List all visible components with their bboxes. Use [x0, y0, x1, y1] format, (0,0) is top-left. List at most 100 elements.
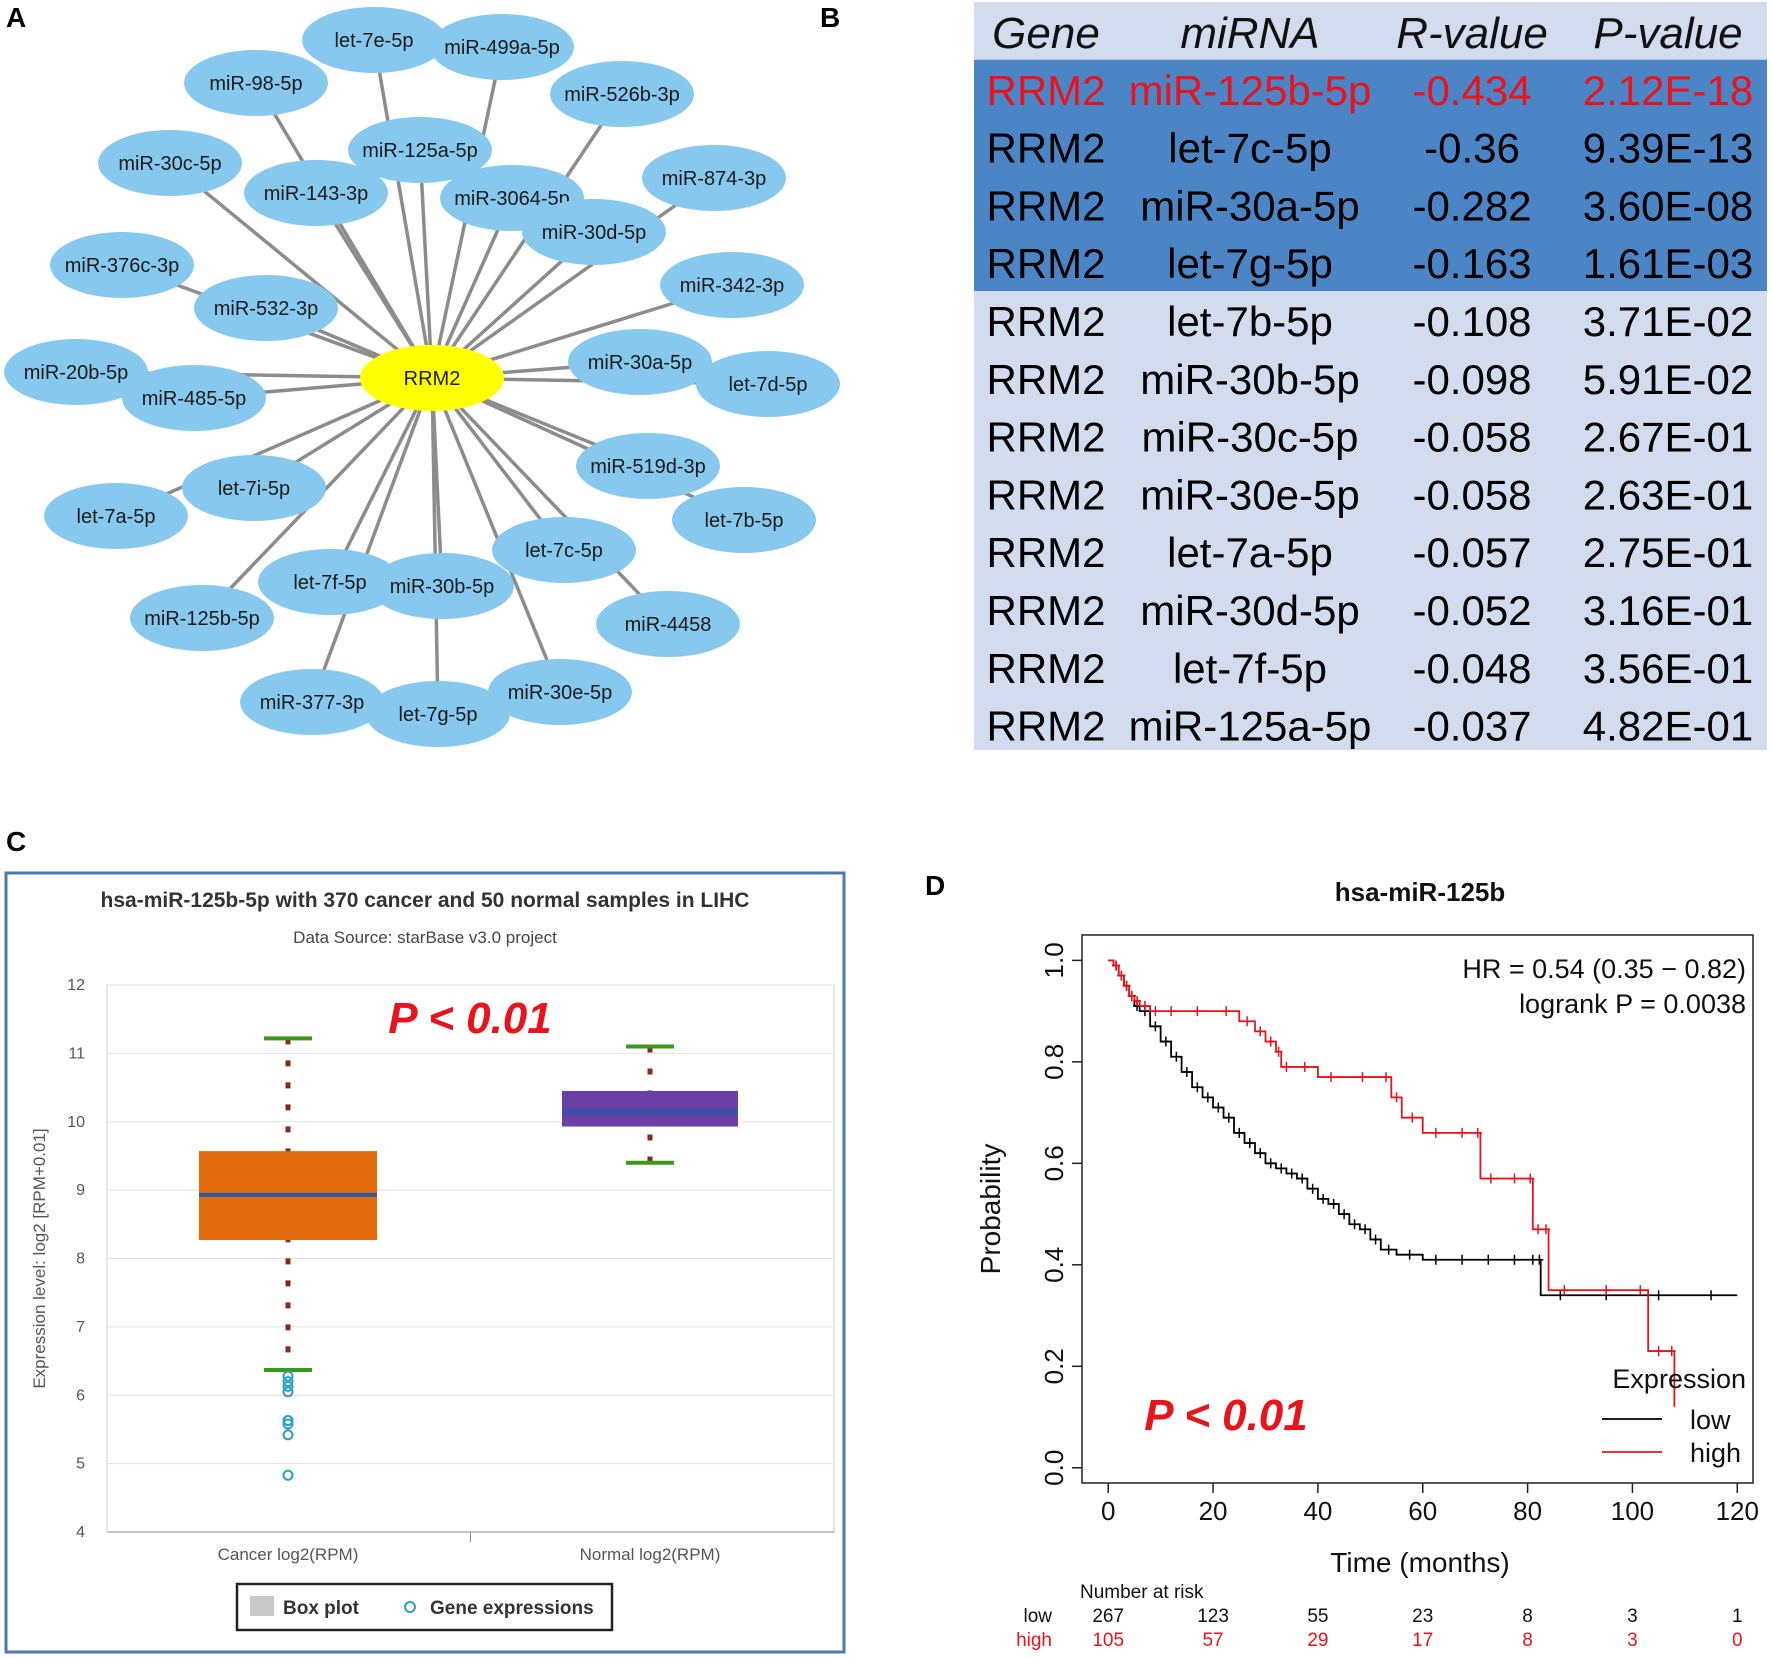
box-body-1 [562, 1090, 738, 1127]
node-label-miR-143-3p: miR-143-3p [264, 183, 368, 205]
km-censor-mark [1266, 1158, 1275, 1169]
box-outlier-point [282, 1418, 294, 1430]
km-xtick-label: 120 [1716, 1496, 1759, 1526]
km-censor-mark [1560, 1285, 1569, 1296]
km-censor-mark [1667, 1346, 1676, 1357]
node-miR-98-5p [184, 50, 328, 116]
table-cell: -0.048 [1412, 645, 1531, 692]
box-outlier-point [282, 1386, 294, 1398]
node-miR-125b-5p [130, 585, 274, 651]
node-let-7d-5p [696, 351, 840, 417]
km-censor-mark [1266, 1036, 1275, 1047]
box-title: hsa-miR-125b-5p with 370 cancer and 50 n… [101, 889, 750, 912]
table-cell: RRM2 [986, 529, 1105, 576]
node-let-7e-5p [302, 7, 446, 73]
table-cell: 2.75E-01 [1583, 529, 1753, 576]
km-ytick-label: 0.2 [1039, 1348, 1069, 1384]
km-xtick-label: 20 [1199, 1496, 1228, 1526]
node-label-let-7d-5p: let-7d-5p [729, 374, 808, 396]
node-miR-30e-5p [488, 659, 632, 725]
table-cell: -0.163 [1412, 240, 1531, 287]
km-censor-mark [1535, 1254, 1544, 1265]
box-pvalue-annotation: P < 0.01 [388, 994, 552, 1043]
km-ylabel: Probability [975, 1144, 1006, 1275]
node-label-miR-30c-5p: miR-30c-5p [118, 153, 221, 175]
km-censor-mark [1224, 1112, 1233, 1123]
km-risk-label-low: low [1023, 1606, 1052, 1627]
table-cell: -0.052 [1412, 587, 1531, 634]
km-censor-mark [1473, 1127, 1482, 1138]
node-label-let-7a-5p: let-7a-5p [77, 506, 156, 528]
km-stat-logrank: logrank P = 0.0038 [1519, 989, 1746, 1019]
table-cell: 5.91E-02 [1583, 356, 1753, 403]
table-cell: RRM2 [986, 240, 1105, 287]
km-censor-mark [1458, 1254, 1467, 1265]
km-censor-mark [1133, 995, 1142, 1006]
km-legend-title: Expression [1612, 1364, 1746, 1394]
table-cell: RRM2 [986, 125, 1105, 172]
km-censor-mark [1222, 1006, 1231, 1017]
node-miR-519d-3p [576, 433, 720, 499]
node-label-miR-532-3p: miR-532-3p [214, 298, 318, 320]
table-cell: RRM2 [986, 703, 1105, 750]
table-cell: RRM2 [986, 471, 1105, 518]
node-label-miR-98-5p: miR-98-5p [209, 73, 302, 95]
edge-8 [430, 176, 716, 380]
table-cell: miR-30e-5p [1140, 471, 1359, 518]
km-risk-low-value: 1 [1732, 1606, 1743, 1627]
km-censor-mark [1405, 1249, 1414, 1260]
box-legend-label-0: Box plot [283, 1598, 360, 1619]
table-cell: 3.60E-08 [1583, 182, 1753, 229]
box-legend-label-1: Gene expressions [430, 1598, 594, 1619]
center-node-label: RRM2 [404, 368, 461, 390]
node-miR-30b-5p [370, 553, 514, 619]
box-outlier-point [282, 1380, 294, 1392]
node-let-7g-5p [366, 681, 510, 747]
km-risk-low-value: 23 [1412, 1606, 1433, 1627]
km-censor-mark [1277, 1163, 1286, 1174]
node-label-let-7b-5p: let-7b-5p [705, 510, 784, 532]
table-cell: let-7c-5p [1168, 125, 1331, 172]
km-line-high [1108, 959, 1676, 1407]
km-censor-mark [1329, 1198, 1338, 1209]
node-miR-526b-3p [550, 61, 694, 127]
km-censor-mark [1382, 1072, 1391, 1083]
km-censor-mark [1510, 1254, 1519, 1265]
km-risk-high-value: 0 [1732, 1630, 1743, 1651]
table-cell: 1.61E-03 [1583, 240, 1753, 287]
km-censor-mark [1526, 1173, 1535, 1184]
edge-22 [328, 377, 434, 583]
node-label-let-7e-5p: let-7e-5p [335, 30, 414, 52]
table-cell: let-7b-5p [1167, 298, 1333, 345]
box-ytick-label: 11 [68, 1045, 85, 1062]
box-ytick-label: 12 [67, 977, 85, 994]
network-nodes: let-7e-5p miR-499a-5p miR-98-5p miR-526b-3p… [4, 7, 840, 747]
km-censor-mark [1245, 1138, 1254, 1149]
box-category-label-0: Cancer log2(RPM) [218, 1545, 359, 1564]
km-ytick-label: 0.0 [1039, 1450, 1069, 1486]
km-censor-mark [1256, 1148, 1265, 1159]
table-cell: miR-30d-5p [1140, 587, 1359, 634]
box-ytick-label: 5 [76, 1456, 85, 1473]
box-ytick-label: 10 [67, 1114, 85, 1131]
table-cell: miR-125a-5p [1129, 703, 1372, 750]
table-cell: -0.098 [1412, 356, 1531, 403]
km-censor-mark [1602, 1285, 1611, 1296]
table-cell: 2.12E-18 [1583, 67, 1753, 114]
box-legend-frame [235, 1582, 614, 1632]
table-header-1: miRNA [1180, 9, 1319, 58]
km-censor-mark [1112, 960, 1121, 971]
km-censor-mark [1392, 1092, 1401, 1103]
km-censor-mark [1319, 1193, 1328, 1204]
box-ylabel: Expression level: log2 [RPM+0.01] [30, 1128, 49, 1388]
table-header-0: Gene [992, 9, 1100, 58]
km-censor-mark [1193, 1006, 1202, 1017]
table-cell: 4.82E-01 [1583, 703, 1753, 750]
table-cell: 3.71E-02 [1583, 298, 1753, 345]
km-censor-mark [1534, 1224, 1543, 1235]
node-miR-30d-5p [522, 199, 666, 265]
table-cell: 2.63E-01 [1583, 471, 1753, 518]
table-cell: -0.058 [1412, 471, 1531, 518]
